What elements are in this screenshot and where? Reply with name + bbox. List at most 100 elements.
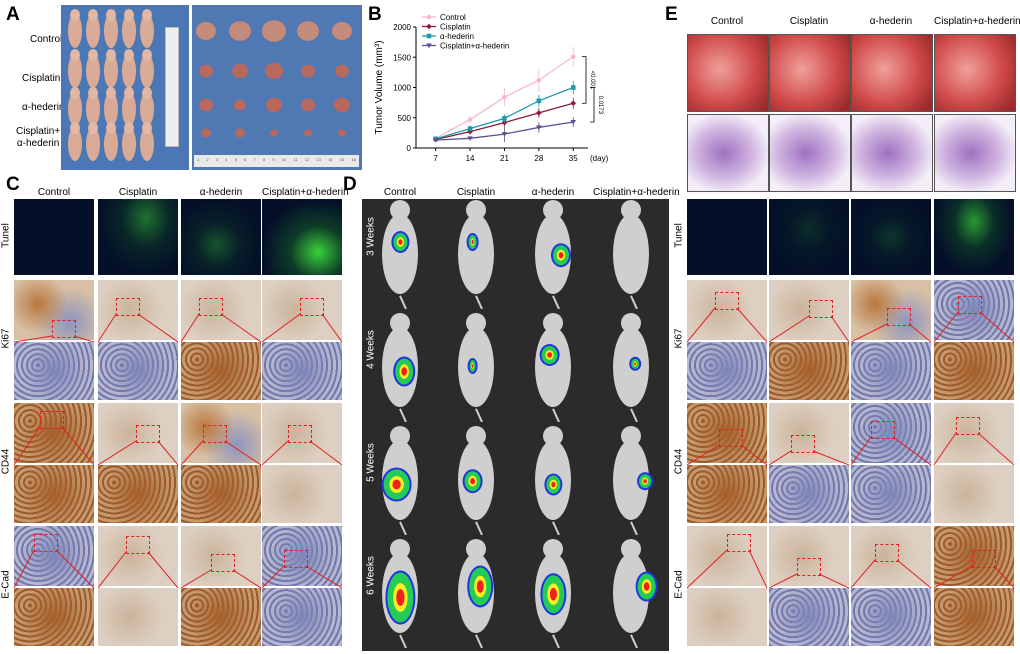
data-point — [502, 94, 507, 100]
ihc-zoom-image — [98, 465, 178, 523]
zoom-region-box — [719, 429, 743, 447]
panel-letter-b: B — [368, 4, 382, 25]
ihc-overview-image — [769, 526, 849, 586]
ihc-zoom-image — [181, 588, 261, 646]
mouse-body — [140, 49, 154, 88]
row-label: Ki67 — [673, 328, 685, 349]
tumor-specimen — [262, 20, 286, 42]
tumor-specimen — [201, 128, 211, 138]
zoom-region-box — [203, 425, 227, 443]
data-point — [536, 110, 542, 116]
mice-photo — [61, 5, 189, 170]
tumor-specimen — [301, 98, 315, 112]
luminescence-signal — [467, 565, 494, 608]
column-header: α-hederin — [531, 187, 575, 198]
ihc-overview-image — [769, 403, 849, 463]
x-tick-label: 14 — [466, 154, 475, 163]
row-label: CD44 — [673, 448, 685, 475]
zoom-region-box — [34, 534, 58, 552]
bioluminescence-image — [362, 199, 438, 309]
luminescence-signal — [637, 472, 654, 491]
luminescence-signal — [635, 571, 658, 602]
ruler-tick-label: 7 — [253, 157, 256, 162]
y-tick-label: 2000 — [393, 23, 411, 32]
tumor-specimen — [265, 62, 283, 80]
row-label: Tunel — [0, 223, 12, 248]
mouse-body — [122, 49, 136, 88]
tumor-specimen — [196, 22, 216, 40]
tumor-specimen — [199, 98, 213, 112]
zoom-region-box — [797, 558, 821, 576]
ihc-overview-image — [687, 280, 767, 340]
data-point — [536, 77, 542, 83]
ihc-zoom-image — [181, 465, 261, 523]
row-label: Ki67 — [0, 328, 12, 349]
tunel-image — [769, 199, 849, 275]
zoom-region-box — [809, 300, 833, 318]
lung-gross-photo — [769, 34, 851, 112]
he-stain-image — [934, 114, 1016, 192]
ruler-tick-label: 1 — [197, 157, 200, 162]
bioluminescence-image — [515, 425, 591, 535]
mouse-silhouette — [613, 214, 649, 294]
ihc-zoom-image — [98, 588, 178, 646]
panel-letter-c: C — [6, 174, 20, 195]
zoom-region-box — [871, 421, 895, 439]
lung-gross-photo — [851, 34, 933, 112]
mouse-body — [68, 9, 82, 48]
zoom-region-box — [136, 425, 160, 443]
zoom-region-box — [300, 298, 324, 316]
mouse-body — [140, 87, 154, 126]
ruler-tick-label: 15 — [339, 157, 345, 162]
tunel-image — [98, 199, 178, 275]
ruler-tick-label: 4 — [225, 157, 228, 162]
mouse-silhouette — [382, 214, 418, 294]
ruler-tick-label: 12 — [304, 157, 310, 162]
bioluminescence-image — [438, 312, 514, 422]
panel-a-row-label-control: Control — [30, 34, 63, 45]
x-tick-label: 21 — [500, 154, 509, 163]
column-header: Cisplatin — [118, 187, 158, 198]
column-header: Control — [37, 187, 71, 198]
ihc-zoom-image — [851, 342, 931, 400]
week-label: 3 Weeks — [365, 217, 377, 256]
legend-label: Cisplatin+α-hederin — [440, 42, 509, 51]
tumor-specimen — [304, 129, 312, 137]
ihc-zoom-image — [934, 588, 1014, 646]
ihc-zoom-image — [769, 465, 849, 523]
zoom-region-box — [972, 550, 996, 568]
mouse-body — [122, 122, 136, 161]
x-tick-label: 28 — [534, 154, 543, 163]
mouse-body — [104, 87, 118, 126]
tunel-image — [934, 199, 1014, 275]
bioluminescence-image — [362, 538, 438, 648]
week-label: 5 Weeks — [365, 443, 377, 482]
bioluminescence-image — [515, 538, 591, 648]
column-header: Control — [710, 16, 744, 27]
tunel-image — [262, 199, 342, 275]
zoom-region-box — [875, 544, 899, 562]
column-header: α-hederin — [199, 187, 243, 198]
ruler-tick-label: 3 — [215, 157, 219, 162]
he-stain-image — [851, 114, 933, 192]
ruler-tick-label: 2 — [206, 157, 209, 162]
zoom-region-box — [887, 308, 911, 326]
data-point — [570, 119, 577, 125]
zoom-region-box — [956, 417, 980, 435]
legend-label: α-hederin — [440, 32, 474, 41]
zoom-region-box — [284, 550, 308, 568]
y-axis-label: Tumor Volume (mm³) — [374, 40, 385, 134]
series-3 — [432, 117, 577, 143]
mouse-body — [104, 9, 118, 48]
ruler-vertical — [165, 27, 179, 147]
column-header: α-hederin — [869, 16, 913, 27]
zoom-region-box — [727, 534, 751, 552]
ihc-overview-image — [14, 280, 94, 340]
data-point — [467, 136, 473, 141]
tumor-specimen — [234, 99, 246, 111]
data-point — [570, 85, 576, 90]
luminescence-signal — [551, 243, 571, 268]
data-point — [536, 125, 542, 131]
luminescence-signal — [467, 358, 478, 374]
x-tick-label: 7 — [433, 154, 438, 163]
